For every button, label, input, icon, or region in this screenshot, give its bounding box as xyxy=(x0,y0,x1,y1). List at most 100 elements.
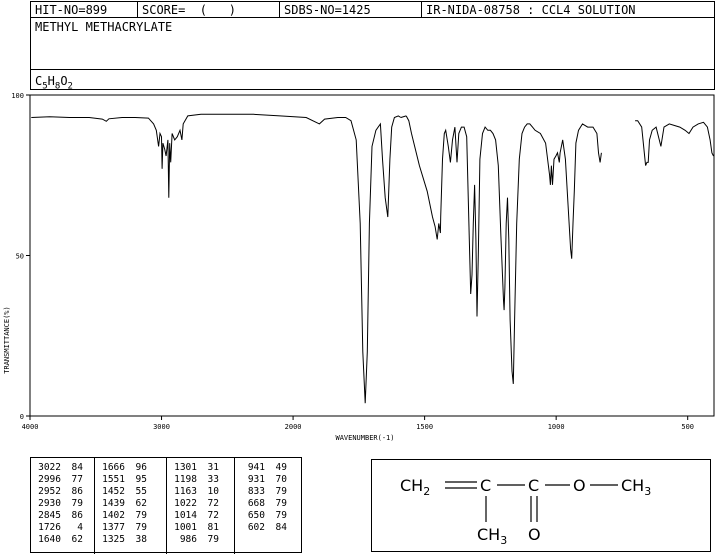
peak-wavenumber: 941 xyxy=(247,462,265,473)
peak-wavenumber: 986 xyxy=(179,534,197,545)
peak-transmittance: 62 xyxy=(71,534,83,545)
peak-transmittance: 62 xyxy=(135,498,147,509)
peak-column: 1301 31 1198 33 1163 10 1022 72 1014 72 1001 81 986 7… xyxy=(167,458,235,554)
peak-row: 833 79 xyxy=(235,486,301,498)
peak-wavenumber: 1402 xyxy=(102,510,125,521)
structure-box: CH2 C C O CH3 CH3 O xyxy=(371,459,711,552)
peak-transmittance: 55 xyxy=(135,486,147,497)
y-axis-label: TRANSMITTANCE(%) xyxy=(3,306,11,373)
sdbs-no-label: SDBS-NO=1425 xyxy=(284,3,371,17)
peak-transmittance: 86 xyxy=(71,486,83,497)
peak-wavenumber: 668 xyxy=(247,498,265,509)
spectrum-segment xyxy=(400,115,407,118)
sdbs-no-cell: SDBS-NO=1425 xyxy=(280,2,422,18)
peak-wavenumber: 1022 xyxy=(174,498,197,509)
peak-row: 1301 31 xyxy=(167,462,234,474)
peak-wavenumber: 1198 xyxy=(174,474,197,485)
peak-row: 1551 95 xyxy=(95,474,166,486)
y-tick-label: 0 xyxy=(20,413,24,421)
x-tick-label: 1000 xyxy=(548,423,565,431)
ir-nida-cell: IR-NIDA-08758 : CCL4 SOLUTION xyxy=(422,2,714,18)
peak-wavenumber: 1163 xyxy=(174,486,197,497)
peak-row: 1452 55 xyxy=(95,486,166,498)
peak-wavenumber: 1439 xyxy=(102,498,125,509)
peak-row: 1014 72 xyxy=(167,510,234,522)
peak-transmittance: 79 xyxy=(207,534,219,545)
peak-transmittance: 81 xyxy=(207,522,219,533)
peak-row: 668 79 xyxy=(235,498,301,510)
peak-wavenumber: 602 xyxy=(247,522,265,533)
spectrum-segment xyxy=(31,113,402,404)
peak-column: 3022 84 2996 77 2952 86 2930 79 2845 86 1726 4 1640 6… xyxy=(31,458,95,554)
peak-row: 1377 79 xyxy=(95,522,166,534)
alpha-carbon: C xyxy=(480,476,491,495)
peak-row: 2996 77 xyxy=(31,474,94,486)
peak-transmittance: 79 xyxy=(71,498,83,509)
peak-transmittance: 79 xyxy=(135,510,147,521)
plot-frame xyxy=(29,94,715,417)
peak-transmittance: 70 xyxy=(275,474,287,485)
peak-wavenumber: 833 xyxy=(247,486,265,497)
peak-row: 1402 79 xyxy=(95,510,166,522)
peak-transmittance: 84 xyxy=(275,522,287,533)
peak-row: 1198 33 xyxy=(167,474,234,486)
peak-wavenumber: 1726 xyxy=(38,522,61,533)
peak-row: 2952 86 xyxy=(31,486,94,498)
peak-transmittance: 79 xyxy=(275,486,287,497)
peak-row: 3022 84 xyxy=(31,462,94,474)
peak-wavenumber: 2930 xyxy=(38,498,61,509)
peak-wavenumber: 1001 xyxy=(174,522,197,533)
spectrum-trace xyxy=(31,113,714,404)
ir-nida-label: IR-NIDA-08758 : CCL4 SOLUTION xyxy=(426,3,636,17)
peak-row: 1163 10 xyxy=(167,486,234,498)
alpha-methyl: CH3 xyxy=(477,525,507,547)
peak-wavenumber: 650 xyxy=(247,510,265,521)
spectrum-segment xyxy=(405,115,602,384)
peak-row: 2930 79 xyxy=(31,498,94,510)
peak-row: 1640 62 xyxy=(31,534,94,546)
peak-transmittance: 31 xyxy=(207,462,219,473)
peak-row: 1022 72 xyxy=(167,498,234,510)
peak-row: 1439 62 xyxy=(95,498,166,510)
peak-row: 1666 96 xyxy=(95,462,166,474)
peak-row: 1325 38 xyxy=(95,534,166,546)
molecular-formula: C5H8O2 xyxy=(35,74,73,92)
score-label: SCORE= ( ) xyxy=(142,3,236,17)
peak-row: 1001 81 xyxy=(167,522,234,534)
hit-no-cell: HIT-NO=899 xyxy=(31,2,138,18)
carbonyl-carbon: C xyxy=(528,476,539,495)
hit-no-label: HIT-NO=899 xyxy=(35,3,108,17)
spectrum-segment xyxy=(635,120,714,166)
x-tick-label: 2000 xyxy=(285,423,302,431)
peak-wavenumber: 1301 xyxy=(174,462,197,473)
peak-wavenumber: 1551 xyxy=(102,474,125,485)
peak-wavenumber: 931 xyxy=(247,474,265,485)
peak-wavenumber: 1325 xyxy=(102,534,125,545)
peak-column: 941 49 931 70 833 79 668 79 650 79 602 84 xyxy=(235,458,301,554)
score-cell: SCORE= ( ) xyxy=(138,2,280,18)
y-tick-label: 50 xyxy=(16,253,24,261)
peak-row: 1726 4 xyxy=(31,522,94,534)
peak-transmittance: 38 xyxy=(135,534,147,545)
compound-name: METHYL METHACRYLATE xyxy=(35,20,173,34)
peak-wavenumber: 3022 xyxy=(38,462,61,473)
peak-transmittance: 96 xyxy=(135,462,147,473)
ester-oxygen: O xyxy=(573,476,586,495)
peak-row: 931 70 xyxy=(235,474,301,486)
peak-wavenumber: 1014 xyxy=(174,510,197,521)
peak-transmittance: 72 xyxy=(207,510,219,521)
peak-wavenumber: 2996 xyxy=(38,474,61,485)
peak-wavenumber: 2952 xyxy=(38,486,61,497)
peak-row: 650 79 xyxy=(235,510,301,522)
x-tick-label: 500 xyxy=(681,423,694,431)
peak-wavenumber: 1377 xyxy=(102,522,125,533)
ch2-group: CH2 xyxy=(400,476,430,498)
peak-row: 2845 86 xyxy=(31,510,94,522)
peak-transmittance: 79 xyxy=(135,522,147,533)
peak-transmittance: 84 xyxy=(71,462,83,473)
y-tick-label: 100 xyxy=(11,92,24,100)
peak-transmittance: 95 xyxy=(135,474,147,485)
peak-wavenumber: 1452 xyxy=(102,486,125,497)
peak-transmittance: 72 xyxy=(207,498,219,509)
peak-row: 941 49 xyxy=(235,462,301,474)
